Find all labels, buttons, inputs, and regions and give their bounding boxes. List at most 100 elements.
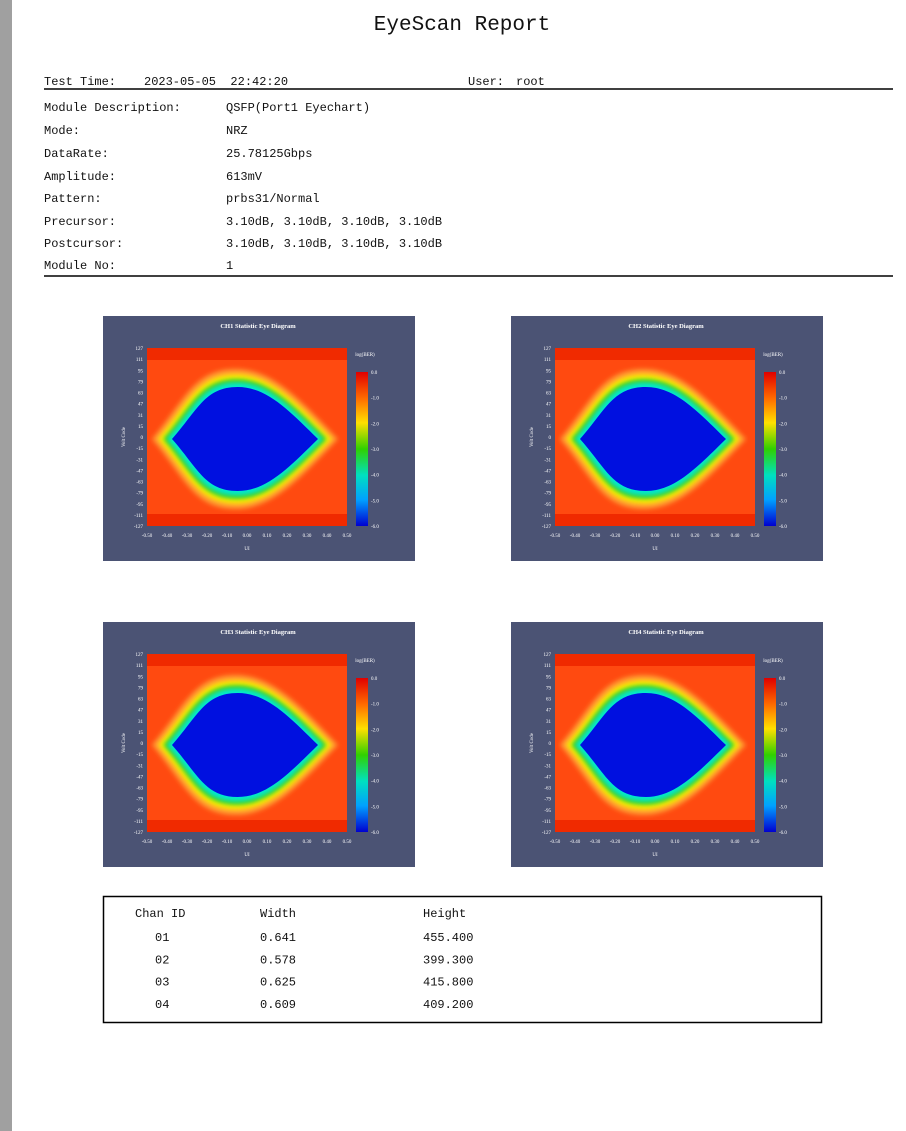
plot-top-band bbox=[147, 654, 347, 666]
y-tick-label: 127 bbox=[136, 347, 144, 352]
x-tick-label: 0.00 bbox=[243, 840, 252, 845]
user-label: User: bbox=[468, 75, 504, 89]
y-tick-label: -95 bbox=[136, 503, 143, 508]
colorbar-label: log(BER) bbox=[355, 659, 375, 664]
y-tick-label: 15 bbox=[138, 731, 144, 736]
x-tick-label: -0.50 bbox=[142, 840, 153, 845]
colorbar bbox=[764, 678, 776, 832]
eye-contour bbox=[580, 693, 726, 797]
x-tick-label: 0.20 bbox=[691, 534, 700, 539]
table-cell: 02 bbox=[155, 953, 169, 967]
colorbar-tick-label: -4.0 bbox=[371, 780, 379, 785]
y-tick-label: 95 bbox=[546, 369, 552, 374]
colorbar-tick-label: -4.0 bbox=[371, 474, 379, 479]
y-tick-label: 31 bbox=[138, 414, 144, 419]
colorbar-tick-label: -5.0 bbox=[371, 499, 379, 504]
y-tick-label: 127 bbox=[544, 653, 552, 658]
x-tick-label: -0.20 bbox=[202, 534, 213, 539]
x-tick-label: -0.30 bbox=[182, 534, 193, 539]
x-tick-label: 0.10 bbox=[263, 840, 272, 845]
y-tick-label: -47 bbox=[136, 469, 143, 474]
info-value: QSFP(Port1 Eyechart) bbox=[226, 101, 370, 115]
y-tick-label: -95 bbox=[544, 809, 551, 814]
charts: CH1 Statistic Eye Diagram 127 111 95 79 63 47 3… bbox=[103, 316, 823, 867]
y-tick-label: 0 bbox=[549, 436, 552, 441]
y-tick-label: -79 bbox=[136, 492, 143, 497]
info-label: Amplitude: bbox=[44, 170, 116, 184]
x-tick-label: 0.10 bbox=[671, 534, 680, 539]
colorbar-tick-label: -2.0 bbox=[779, 422, 787, 427]
y-tick-label: 127 bbox=[544, 347, 552, 352]
y-tick-label: 47 bbox=[546, 709, 552, 714]
x-tick-label: -0.50 bbox=[550, 840, 561, 845]
colorbar-tick-label: -3.0 bbox=[779, 754, 787, 759]
y-tick-label: 47 bbox=[138, 709, 144, 714]
colorbar-label: log(BER) bbox=[763, 659, 783, 664]
x-tick-label: -0.30 bbox=[182, 840, 193, 845]
info-label: Precursor: bbox=[44, 215, 116, 229]
colorbar-tick-label: -3.0 bbox=[371, 448, 379, 453]
x-tick-label: 0.40 bbox=[323, 534, 332, 539]
y-tick-label: 47 bbox=[546, 403, 552, 408]
y-tick-label: 63 bbox=[138, 698, 144, 703]
table-header: Chan ID bbox=[135, 907, 185, 921]
y-tick-label: -79 bbox=[136, 798, 143, 803]
y-tick-label: -79 bbox=[544, 492, 551, 497]
colorbar-tick-label: -4.0 bbox=[779, 780, 787, 785]
table-header: Height bbox=[423, 907, 466, 921]
colorbar-tick-label: -3.0 bbox=[779, 448, 787, 453]
x-tick-label: -0.20 bbox=[610, 840, 621, 845]
y-tick-label: 15 bbox=[138, 425, 144, 430]
y-tick-label: -63 bbox=[136, 787, 143, 792]
x-tick-label: 0.20 bbox=[691, 840, 700, 845]
left-margin-bar bbox=[0, 0, 12, 1131]
y-axis-label: Volt Code bbox=[122, 426, 127, 447]
info-label: DataRate: bbox=[44, 147, 109, 161]
x-tick-label: 0.10 bbox=[263, 534, 272, 539]
y-tick-label: -95 bbox=[136, 809, 143, 814]
x-tick-label: 0.40 bbox=[731, 534, 740, 539]
colorbar-tick-label: 0.0 bbox=[371, 371, 378, 376]
x-axis-label: UI bbox=[652, 853, 658, 858]
test-time-label: Test Time: bbox=[44, 75, 116, 89]
results-table-border bbox=[102, 895, 823, 1024]
colorbar-tick-label: -1.0 bbox=[779, 397, 787, 402]
colorbar-tick-label: -2.0 bbox=[371, 422, 379, 427]
info-label: Mode: bbox=[44, 124, 80, 138]
y-tick-label: 127 bbox=[136, 653, 144, 658]
colorbar-tick-label: 0.0 bbox=[779, 677, 786, 682]
y-tick-label: 31 bbox=[138, 720, 144, 725]
y-tick-label: 79 bbox=[138, 686, 144, 691]
x-tick-label: -0.20 bbox=[202, 840, 213, 845]
x-tick-label: -0.40 bbox=[570, 840, 581, 845]
table-cell: 0.625 bbox=[260, 976, 296, 990]
y-tick-label: -15 bbox=[544, 753, 551, 758]
y-tick-label: 0 bbox=[141, 742, 144, 747]
y-tick-label: 95 bbox=[138, 369, 144, 374]
table-cell: 0.641 bbox=[260, 931, 296, 945]
colorbar-label: log(BER) bbox=[355, 353, 375, 358]
info-label: Module Description: bbox=[44, 101, 181, 115]
x-tick-label: 0.50 bbox=[343, 534, 352, 539]
colorbar-tick-label: -4.0 bbox=[779, 474, 787, 479]
y-tick-label: 31 bbox=[546, 414, 552, 419]
colorbar-tick-label: -1.0 bbox=[779, 703, 787, 708]
eye-diagram: CH1 Statistic Eye Diagram 127 111 95 79 63 47 3… bbox=[103, 316, 415, 561]
x-tick-label: 0.30 bbox=[303, 840, 312, 845]
table-cell: 399.300 bbox=[423, 953, 473, 967]
x-tick-label: -0.50 bbox=[142, 534, 153, 539]
x-tick-label: -0.40 bbox=[570, 534, 581, 539]
colorbar-tick-label: 0.0 bbox=[371, 677, 378, 682]
x-tick-label: 0.40 bbox=[323, 840, 332, 845]
table-cell: 01 bbox=[155, 931, 169, 945]
test-time: 2023-05-05 22:42:20 bbox=[144, 75, 288, 89]
y-tick-label: -31 bbox=[136, 458, 143, 463]
colorbar-tick-label: -2.0 bbox=[371, 728, 379, 733]
chart-title: CH1 Statistic Eye Diagram bbox=[220, 323, 296, 330]
colorbar bbox=[356, 372, 368, 526]
x-tick-label: 0.40 bbox=[731, 840, 740, 845]
table-cell: 0.609 bbox=[260, 998, 296, 1012]
table-header: Width bbox=[260, 907, 296, 921]
y-tick-label: -127 bbox=[542, 831, 552, 836]
